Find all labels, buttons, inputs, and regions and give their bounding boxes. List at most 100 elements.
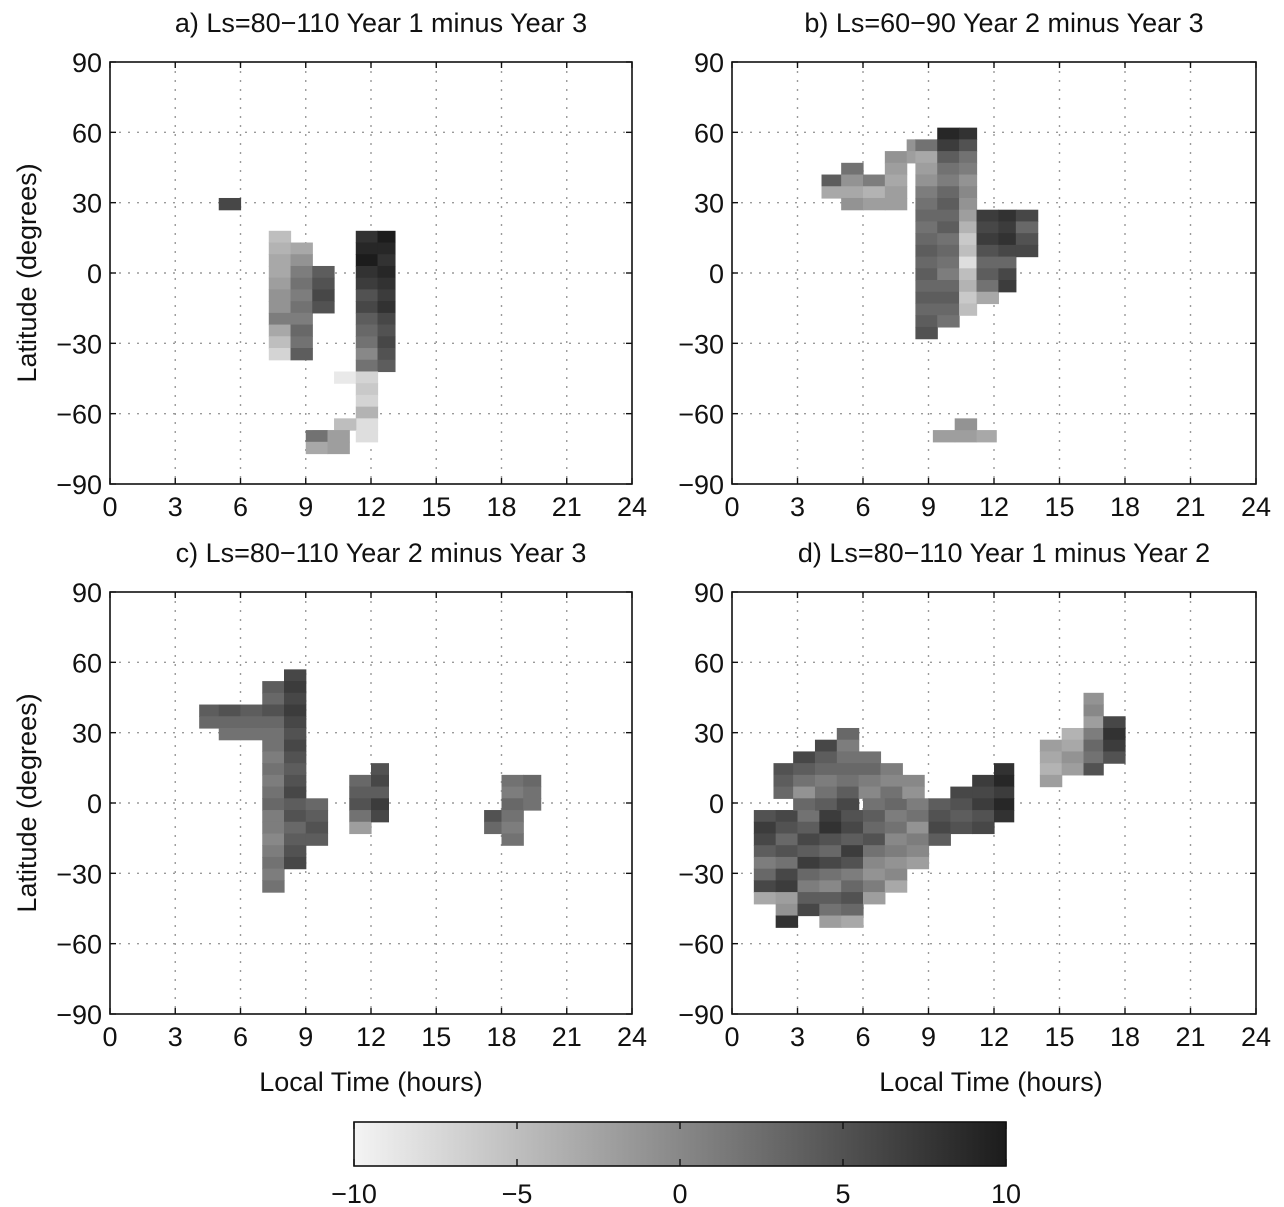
panel-d-heatmap-cell (775, 915, 799, 928)
panel-b-heatmap-cell (976, 233, 999, 246)
panel-b-ytick-label: 60 (694, 118, 724, 148)
panel-c-ytick-label: −90 (56, 1000, 102, 1030)
panel-b-title: b) Ls=60−90 Year 2 minus Year 3 (804, 8, 1203, 38)
panel-b-heatmap-cell (959, 233, 978, 246)
panel-c-heatmap-cell (371, 798, 389, 811)
panel-b-heatmap-cell (998, 280, 1017, 293)
panel-c-heatmap-cell (199, 704, 220, 717)
panel-b-heatmap-cell (821, 174, 842, 187)
panel-d-ytick-label: −30 (678, 859, 724, 889)
panel-d-heatmap-cell (1039, 763, 1063, 776)
panel-a-heatmap-cell (268, 336, 292, 349)
panel-c-heatmap-cell (284, 669, 307, 682)
panel-a-heatmap-cell (355, 348, 379, 361)
panel-c-heatmap-cell (349, 798, 372, 811)
panel-a-xtick-label: 18 (486, 492, 516, 522)
panel-a-heatmap-cell (355, 230, 379, 244)
panel-c-heatmap-cell (262, 880, 285, 893)
panel-a-heatmap-cell (377, 336, 396, 349)
panel-d-heatmap-cell (775, 845, 799, 858)
panel-b-heatmap-cell (937, 162, 960, 176)
panel-d-heatmap-cell (797, 845, 820, 858)
panel-b-heatmap-cell (915, 186, 938, 199)
panel-b-heatmap-cell (937, 268, 960, 281)
panel-d-heatmap-cell (1103, 751, 1126, 764)
panel-b-heatmap-cell (937, 233, 960, 246)
panel-d-ytick-label: −90 (678, 1000, 724, 1030)
panel-b-ytick-label: −30 (678, 329, 724, 359)
panel-d-heatmap-cell (775, 868, 799, 881)
colorbar-gradient (353, 1121, 1007, 1167)
panel-c-heatmap-cell (349, 786, 372, 799)
panel-b-heatmap-cell (959, 244, 978, 258)
panel-a-heatmap-cell (268, 324, 292, 337)
panel-d-heatmap-cell (1061, 739, 1085, 753)
panel-a-heatmap-cell (268, 348, 292, 361)
panel-d-heatmap-cell (819, 845, 842, 858)
panel-c-heatmap-cell (349, 821, 372, 835)
panel-b-heatmap-cell (998, 244, 1017, 258)
panel-d-heatmap-cell (814, 798, 838, 811)
panel-d-heatmap-cell (773, 774, 794, 788)
panel-b-heatmap-cell (937, 127, 960, 140)
panel-c-heatmap-cell (284, 727, 307, 741)
panel-c-heatmap-cell (523, 774, 542, 788)
panel-b-heatmap-cell (959, 127, 978, 140)
panel-c-heatmap-cell (262, 810, 285, 823)
panel-d-heatmap-cell (906, 798, 930, 811)
panel-d-heatmap-cell (928, 798, 951, 811)
panel-b-xtick-label: 18 (1110, 492, 1140, 522)
panel-a-ytick-label: 60 (72, 118, 102, 148)
panel-d-heatmap-cell (814, 786, 838, 799)
panel-c-heatmap-cell (501, 798, 524, 811)
panel-b-heatmap-cell (937, 151, 960, 164)
panel-a-heatmap-cell (355, 430, 379, 443)
colorbar-tick-label: 10 (991, 1179, 1021, 1207)
panel-d-heatmap-cell (880, 786, 903, 799)
panel-c-heatmap-cell (501, 810, 524, 823)
panel-d-xtick-label: 21 (1175, 1022, 1205, 1052)
panel-a-heatmap-cell (377, 348, 396, 361)
panel-d-ytick-label: 90 (694, 578, 724, 608)
panel-c-heatmap-cell (218, 716, 242, 729)
panel-a-heatmap-cell (377, 359, 396, 373)
panel-b-heatmap-cell (959, 139, 978, 152)
panel-d-heatmap-cell (972, 821, 995, 835)
panel-a-heatmap-cell (290, 312, 313, 326)
colorbar-tick-label: −10 (331, 1179, 377, 1207)
panel-a-heatmap-cell (355, 254, 379, 267)
panel-d-ytick-label: 30 (694, 719, 724, 749)
panel-d-heatmap-cell (884, 821, 908, 835)
panel-b-heatmap-cell (915, 233, 938, 246)
panel-d-heatmap-cell (902, 774, 925, 788)
panel-c-heatmap-cell (284, 716, 307, 729)
panel-a-heatmap-cell (377, 230, 396, 244)
panel-d-heatmap-cell (841, 892, 864, 905)
panel-d-heatmap-cell (884, 833, 908, 846)
panel-d-heatmap-cell (819, 915, 842, 928)
panel-b-heatmap-cell (915, 151, 938, 164)
panel-d-heatmap-cell (884, 880, 908, 893)
panel-d-heatmap-cell (814, 774, 838, 788)
panel-d-heatmap-cell (994, 774, 1015, 788)
panel-b-heatmap-cell (1015, 209, 1039, 223)
panel-d-heatmap-cell (793, 751, 816, 764)
panel-c-heatmap-cell (262, 692, 285, 706)
panel-b-heatmap-cell (841, 162, 864, 176)
panel-d-heatmap-cell (775, 833, 799, 846)
panel-b-heatmap-cell (884, 151, 908, 164)
panel-d-heatmap-cell (1103, 739, 1126, 753)
panel-d-heatmap-cell (863, 821, 886, 835)
panel-d-heatmap-cell (1061, 727, 1085, 741)
panel-b-heatmap-cell (937, 291, 960, 305)
colorbar-tick-label: −5 (502, 1179, 533, 1207)
panel-d-heatmap-cell (819, 892, 842, 905)
panel-d-heatmap-cell (841, 915, 864, 928)
panel-a-heatmap-cell (355, 336, 379, 349)
panel-b-heatmap-cell (1015, 233, 1039, 246)
panel-d-heatmap-cell (841, 845, 864, 858)
panel-d-ytick-label: −60 (678, 930, 724, 960)
panel-b-heatmap-cell (1015, 244, 1039, 258)
panel-b-heatmap-cell (841, 186, 864, 199)
panel-b-ytick-label: −90 (678, 470, 724, 500)
